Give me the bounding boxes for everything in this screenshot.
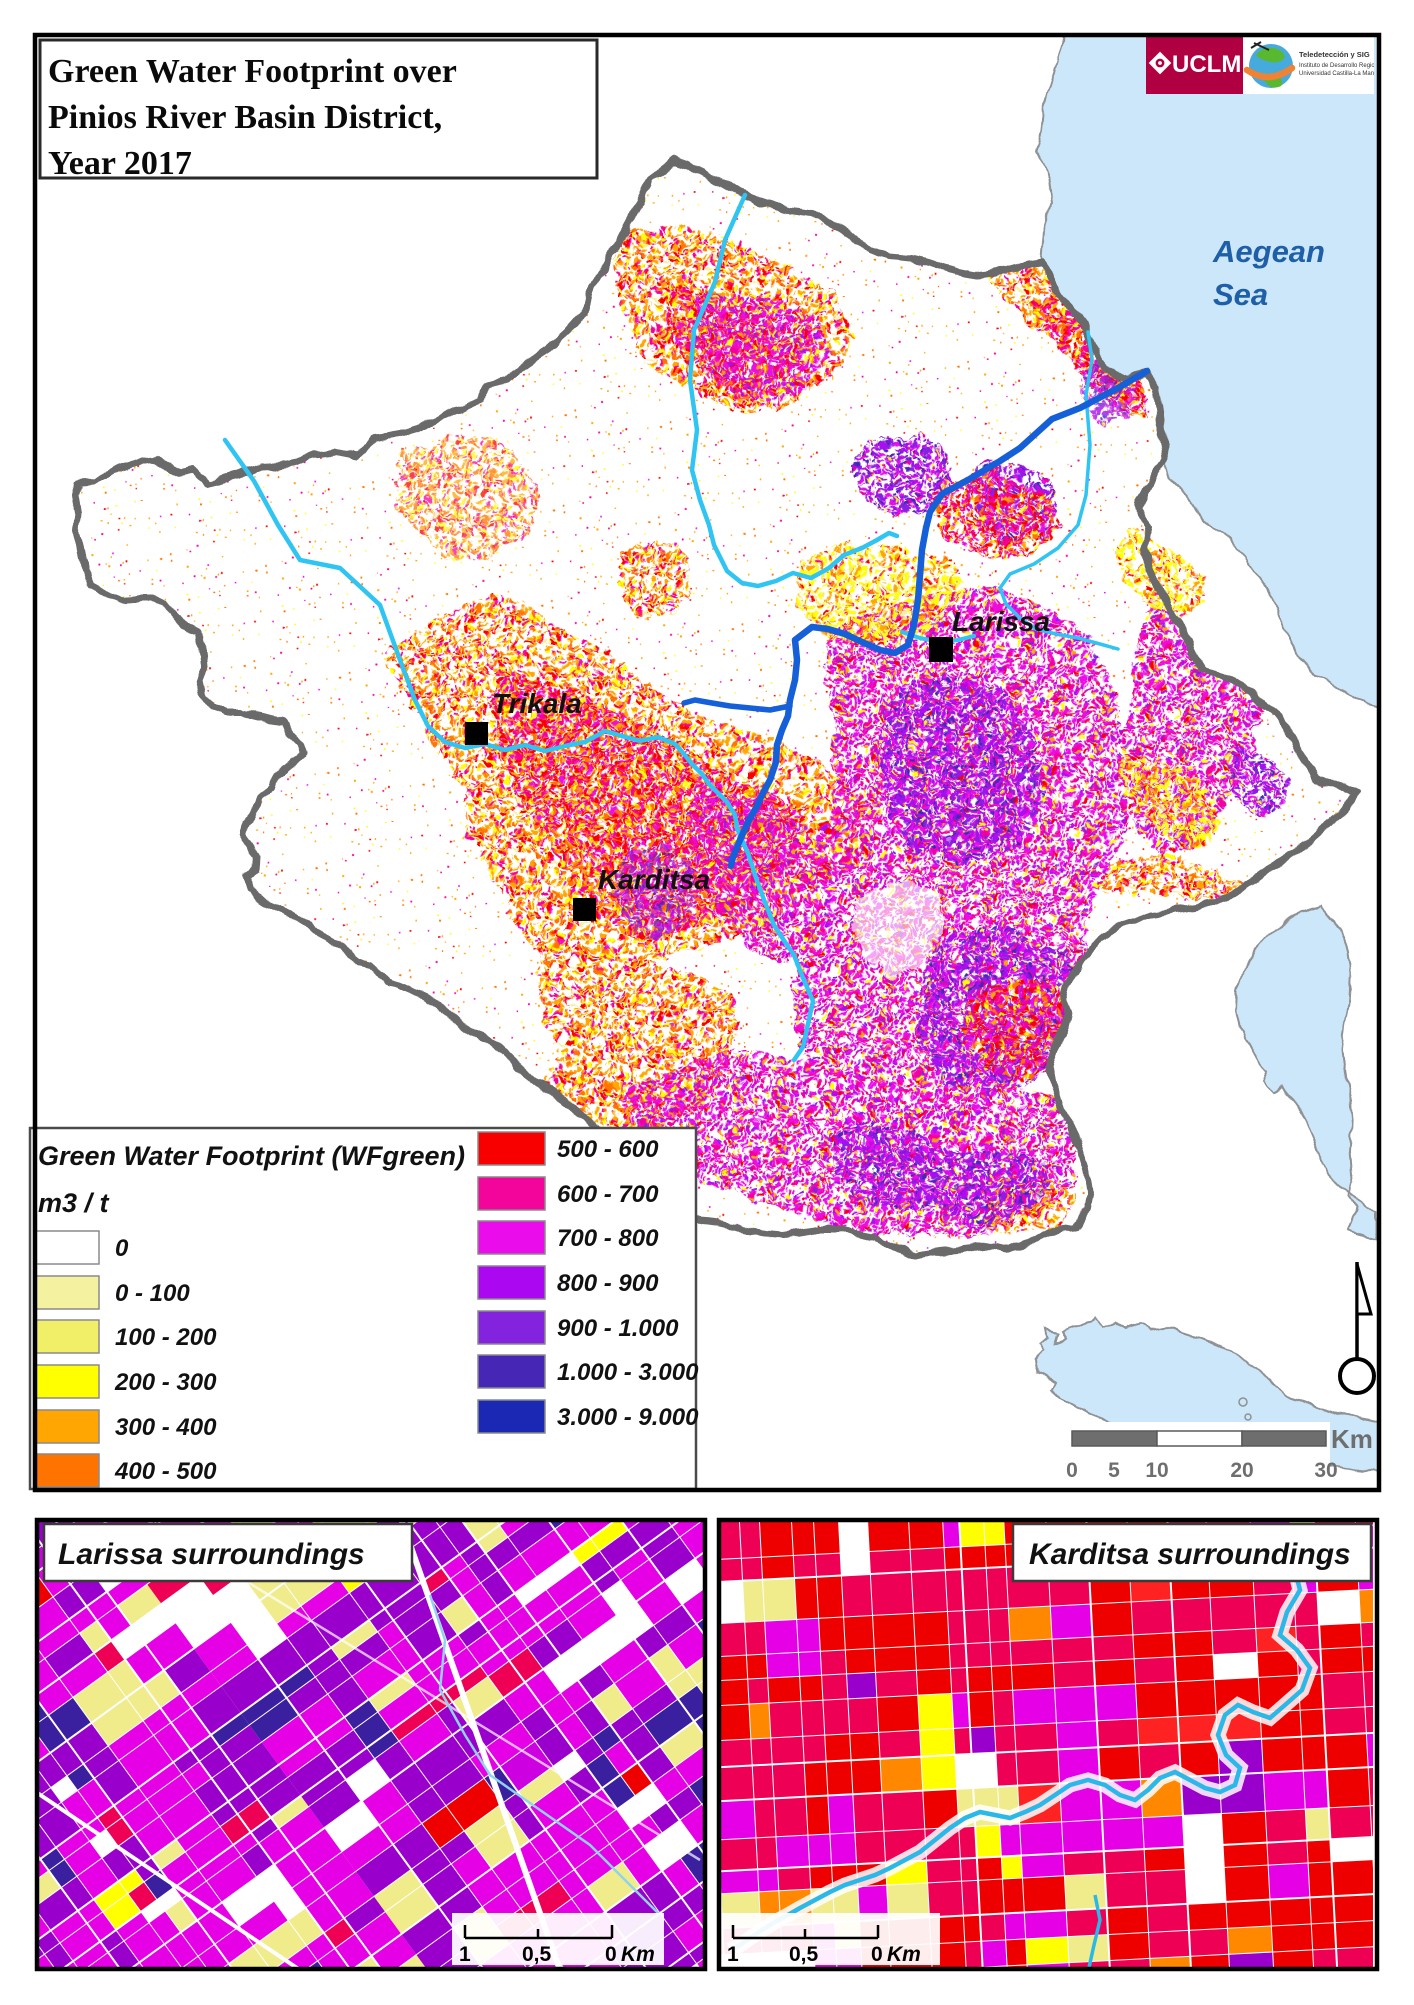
svg-text:Trikala: Trikala [492, 688, 582, 719]
svg-text:0,5: 0,5 [789, 1943, 819, 1966]
svg-text:Larissa: Larissa [952, 606, 1050, 637]
svg-text:700 - 800: 700 - 800 [557, 1225, 659, 1252]
svg-text:10: 10 [1145, 1459, 1168, 1482]
svg-text:300 - 400: 300 - 400 [115, 1414, 217, 1441]
svg-text:m3 / t: m3 / t [38, 1188, 110, 1218]
svg-text:3.000 - 9.000: 3.000 - 9.000 [557, 1404, 699, 1431]
svg-text:Green Water Footprint (WFgreen: Green Water Footprint (WFgreen) [38, 1141, 465, 1171]
svg-text:0 - 100: 0 - 100 [115, 1280, 190, 1307]
svg-text:5: 5 [1108, 1459, 1120, 1482]
svg-text:400 - 500: 400 - 500 [114, 1458, 217, 1485]
svg-text:Pinios River Basin District,: Pinios River Basin District, [48, 99, 442, 136]
svg-text:1: 1 [727, 1943, 739, 1966]
svg-text:Karditsa: Karditsa [598, 864, 710, 895]
svg-text:200 - 300: 200 - 300 [114, 1369, 217, 1396]
svg-text:UCLM: UCLM [1172, 51, 1241, 78]
svg-text:Km: Km [621, 1943, 655, 1966]
svg-text:Teledetección y SIG: Teledetección y SIG [1299, 50, 1370, 59]
svg-text:Aegean: Aegean [1212, 234, 1325, 269]
svg-text:Instituto de Desarrollo Region: Instituto de Desarrollo Regional [1299, 63, 1383, 69]
svg-text:1: 1 [459, 1943, 471, 1966]
svg-text:500 - 600: 500 - 600 [557, 1136, 659, 1163]
svg-text:1.000 - 3.000: 1.000 - 3.000 [557, 1359, 699, 1386]
svg-text:Universidad Castilla-La Mancha: Universidad Castilla-La Mancha [1299, 71, 1384, 77]
svg-text:900 - 1.000: 900 - 1.000 [557, 1315, 679, 1342]
svg-text:30: 30 [1314, 1459, 1337, 1482]
svg-text:0: 0 [1066, 1459, 1078, 1482]
svg-text:Km: Km [1331, 1424, 1373, 1454]
svg-text:800 - 900: 800 - 900 [557, 1270, 659, 1297]
svg-text:Year 2017: Year 2017 [48, 145, 192, 182]
svg-text:100 - 200: 100 - 200 [115, 1324, 217, 1351]
svg-text:Green Water Footprint over: Green Water Footprint over [48, 53, 457, 90]
svg-text:0: 0 [115, 1235, 129, 1262]
svg-text:0,5: 0,5 [522, 1943, 552, 1966]
svg-text:0: 0 [871, 1943, 883, 1966]
svg-text:Km: Km [887, 1943, 921, 1966]
svg-text:Larissa surroundings: Larissa surroundings [58, 1538, 365, 1571]
svg-text:0: 0 [605, 1943, 617, 1966]
svg-text:Sea: Sea [1213, 277, 1268, 312]
svg-text:600 - 700: 600 - 700 [557, 1181, 659, 1208]
svg-text:20: 20 [1230, 1459, 1253, 1482]
svg-text:Karditsa surroundings: Karditsa surroundings [1029, 1538, 1351, 1571]
